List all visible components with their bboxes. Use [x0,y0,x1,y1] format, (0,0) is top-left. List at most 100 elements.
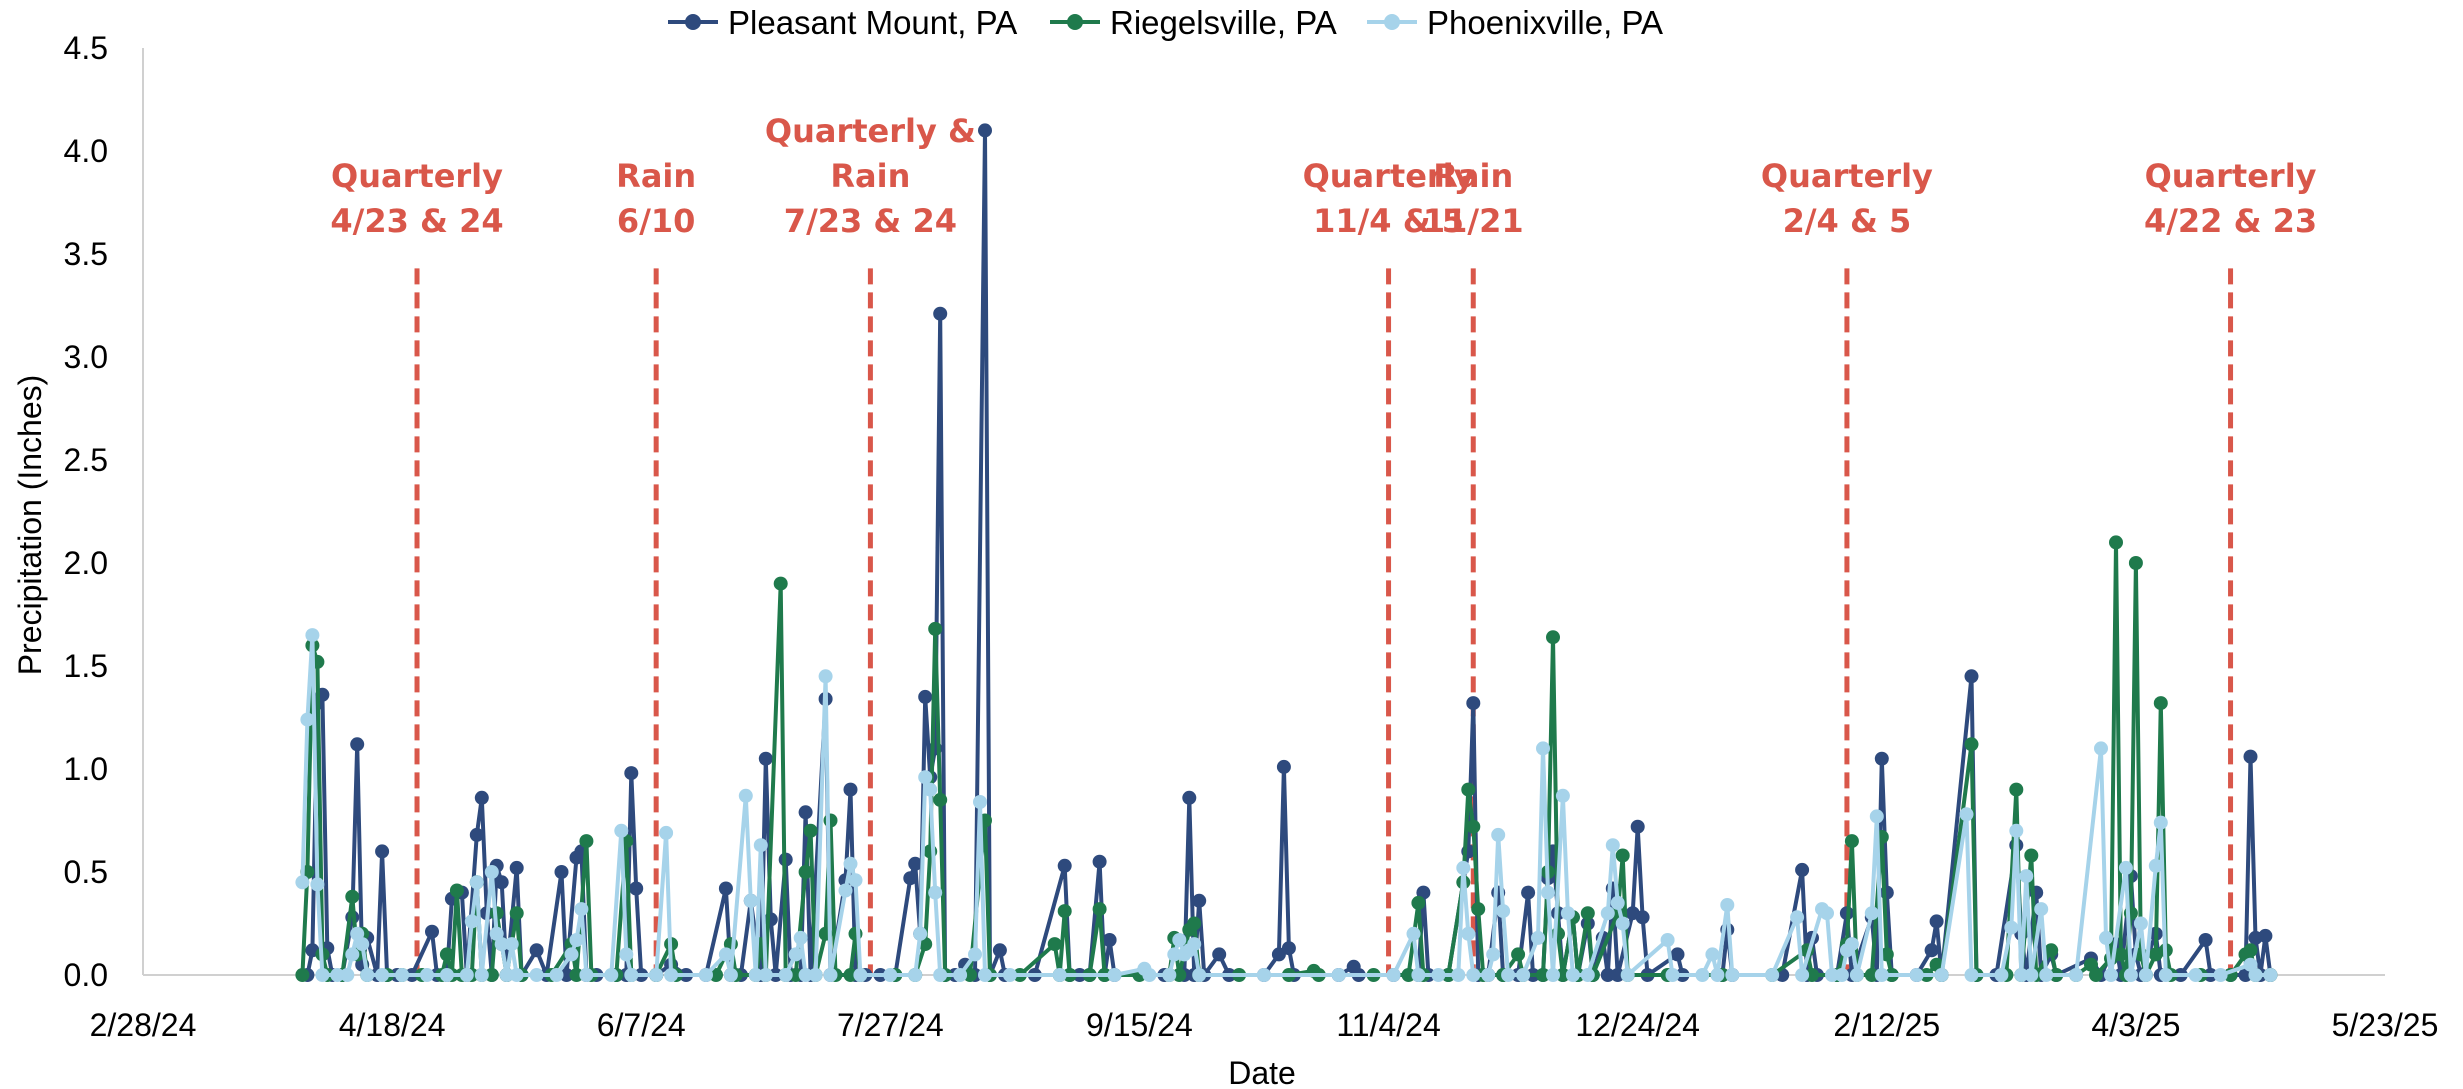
data-point [564,947,579,962]
data-point [449,883,464,898]
data-point [913,926,928,941]
data-point [1461,782,1476,797]
data-point [494,875,509,890]
data-point [1580,906,1595,921]
data-point [1959,807,1974,822]
legend-swatch-marker [1067,14,1083,30]
data-point [2069,968,2084,982]
data-point [1057,904,1072,919]
data-point [1844,937,1859,952]
data-point [2153,815,2168,830]
data-point [2133,916,2148,931]
data-point [509,860,524,875]
data-point [1047,937,1062,952]
data-point [803,823,818,838]
data-point [2213,968,2228,982]
data-point [718,881,733,896]
data-point [978,123,992,138]
data-point [1610,968,1625,982]
data-point [973,795,987,809]
data-point [1874,968,1889,982]
data-point [484,968,499,982]
data-point [569,933,584,947]
data-point [559,968,574,982]
data-point [649,968,664,982]
data-point [345,889,360,904]
data-point [2099,930,2113,945]
data-point [2089,968,2103,982]
legend-swatch-marker [685,14,701,30]
series-group [295,123,2278,982]
data-point [659,825,674,840]
data-point [439,947,454,962]
data-point [1486,947,1501,962]
data-point [1461,926,1476,941]
data-point [758,968,773,982]
data-point [823,968,838,982]
data-point [1281,941,1296,956]
data-point [843,856,858,871]
data-point [1805,968,1819,982]
data-point [738,788,753,803]
data-point [1834,968,1849,982]
data-point [425,924,439,939]
data-point [843,782,858,797]
data-point [614,823,629,838]
annotation-label: Quarterly [2145,157,2317,195]
data-point [2109,535,2123,550]
annotation-label: Rain [1433,157,1513,195]
data-point [1660,933,1675,947]
data-point [1909,968,1924,982]
data-point [579,834,594,849]
y-tick-label: 2.5 [64,442,108,478]
data-point [1665,968,1680,982]
data-point [1411,895,1426,910]
x-axis-title: Date [1228,1055,1296,1089]
data-point [1844,834,1859,849]
data-point [624,766,639,781]
data-point [1411,968,1426,982]
data-point [1192,968,1207,982]
y-axis-title: Precipitation (Inches) [12,375,48,676]
data-point [918,770,933,785]
data-point [1615,916,1630,931]
data-point [1466,819,1481,834]
data-point [1182,790,1197,805]
legend-item: Phoenixville, PA [1367,4,1663,41]
data-point [928,885,943,900]
data-point [1864,968,1879,982]
data-point [953,968,968,982]
data-point [748,968,763,982]
data-point [1994,968,2009,982]
data-point [883,968,898,982]
data-point [574,902,589,917]
annotation-label: 11/21 [1423,202,1524,240]
data-point [1496,904,1511,919]
data-point [1580,968,1595,982]
data-point [903,871,918,886]
data-point [295,875,310,890]
y-tick-label: 1.5 [64,648,108,684]
data-point [2024,968,2039,982]
data-point [2024,848,2039,863]
data-point [1879,885,1894,900]
data-point [853,968,868,982]
data-point [1600,968,1615,982]
data-point [1187,937,1202,952]
annotation-label: Quarterly [1303,157,1475,195]
data-point [1192,893,1207,908]
data-point [1516,968,1531,982]
data-point [305,628,320,643]
data-point [1456,860,1471,875]
data-point [773,576,788,591]
data-point [968,947,982,962]
data-point [823,813,838,828]
data-point [494,937,509,952]
data-point [549,968,564,982]
data-point [2123,968,2138,982]
data-point [474,790,489,805]
legend-item: Pleasant Mount, PA [668,4,1017,41]
data-point [330,968,345,982]
data-point [1276,759,1291,774]
data-point [1536,968,1550,982]
